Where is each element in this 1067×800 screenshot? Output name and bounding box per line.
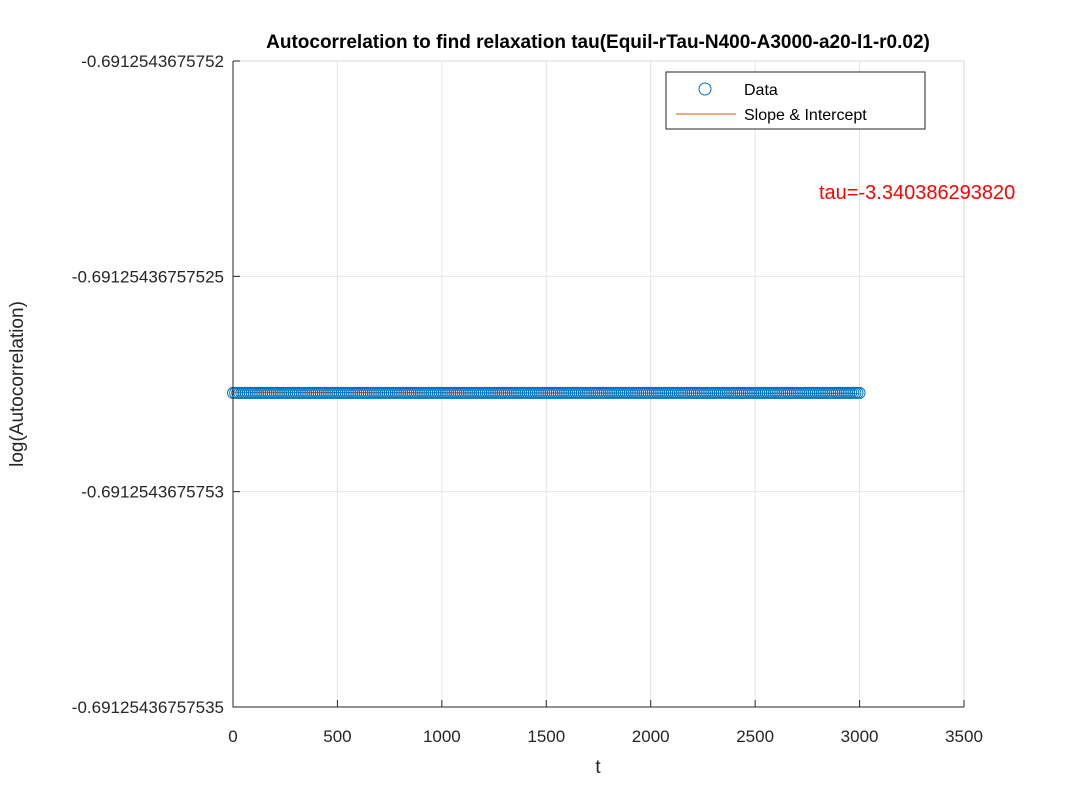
legend-entry-data: Data xyxy=(744,82,778,99)
x-axis-ticks: 0 500 1000 1500 2000 2500 3000 3500 xyxy=(228,700,983,746)
x-axis-label: t xyxy=(595,757,601,778)
x-tick-label: 2500 xyxy=(736,727,774,746)
y-tick-label: -0.69125436757525 xyxy=(72,267,224,286)
x-tick-label: 3000 xyxy=(841,727,879,746)
y-tick-label: -0.6912543675752 xyxy=(81,52,224,71)
plot-area: 0 500 1000 1500 2000 2500 3000 3500 -0.69125436… xyxy=(72,52,983,746)
chart-title: Autocorrelation to find relaxation tau(E… xyxy=(266,32,930,53)
x-tick-label: 2000 xyxy=(632,727,670,746)
x-tick-label: 500 xyxy=(323,727,351,746)
fit-line xyxy=(232,391,860,395)
legend-entry-fit: Slope & Intercept xyxy=(744,107,867,124)
y-gridlines xyxy=(233,275,964,493)
legend-box xyxy=(665,71,926,130)
data-point xyxy=(853,386,866,399)
x-gridlines xyxy=(336,61,861,707)
x-tick-label: 3500 xyxy=(945,727,983,746)
x-tick-label: 1000 xyxy=(423,727,461,746)
y-axis-label: log(Autocorrelation) xyxy=(7,301,28,467)
y-tick-label: -0.6912543675753 xyxy=(81,483,224,502)
fit-line-series xyxy=(232,391,860,395)
x-tick-label: 1500 xyxy=(527,727,565,746)
legend-data-marker-icon xyxy=(698,82,712,96)
axes-box-top-right xyxy=(233,60,965,707)
y-axis-ticks: -0.6912543675752 -0.69125436757525 -0.6912… xyxy=(72,52,240,717)
y-tick-label: -0.69125436757535 xyxy=(72,698,224,717)
axes-background xyxy=(233,61,964,707)
tau-annotation: tau=-3.340386293820 xyxy=(819,182,1015,204)
x-tick-label: 0 xyxy=(228,727,237,746)
legend: Data Slope & Intercept xyxy=(665,71,926,130)
data-points-series xyxy=(227,386,866,399)
